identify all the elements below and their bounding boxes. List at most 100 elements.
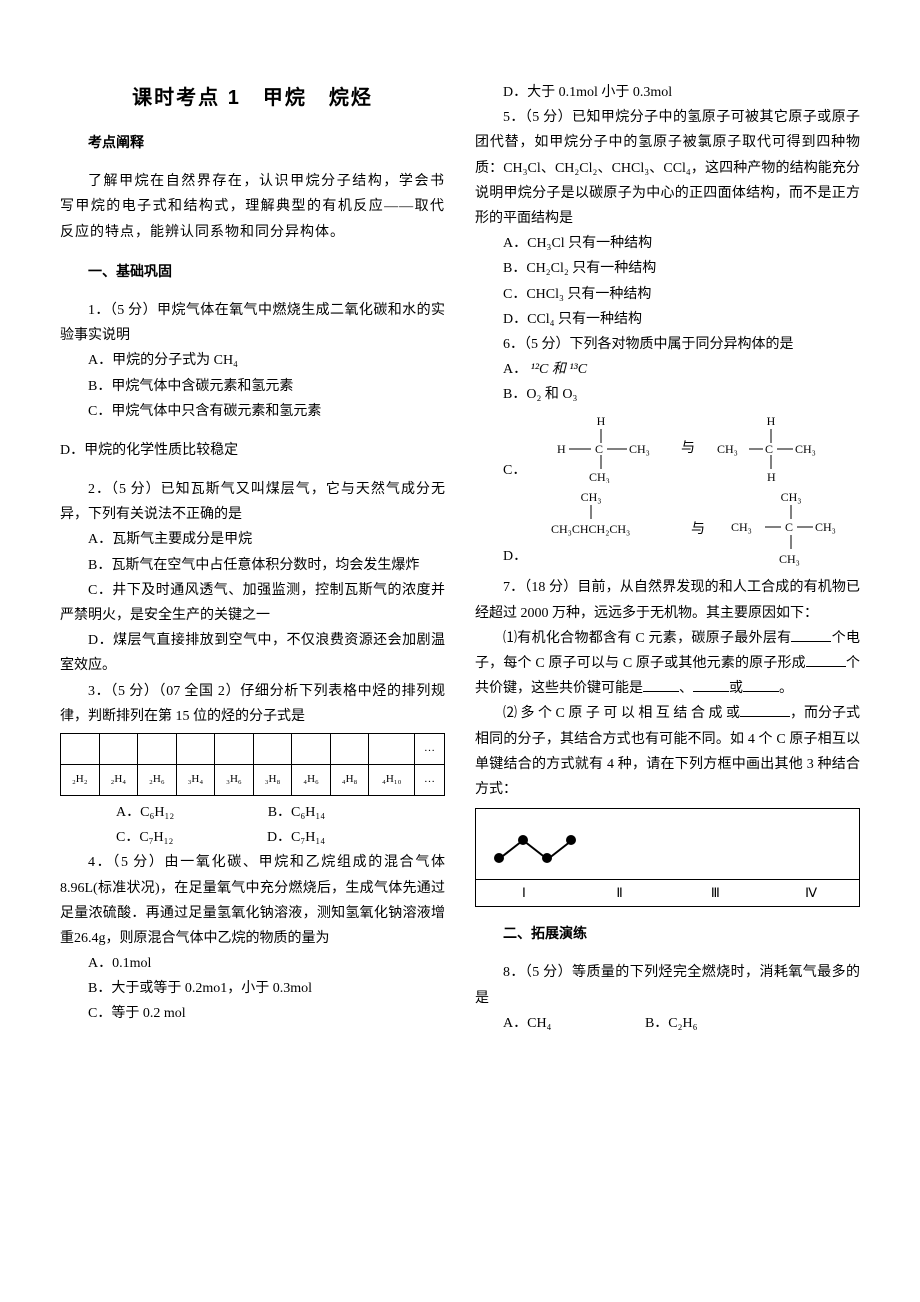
table-row: ₂H₂ ₂H₄ ₂H₆ ₃H₄ ₃H₆ ₃H₈ ₄H₆ ₄H₈ ₄H₁₀ … bbox=[61, 764, 445, 795]
structure-labels-row: Ⅰ Ⅱ Ⅲ Ⅳ bbox=[476, 880, 859, 906]
svg-text:C: C bbox=[595, 442, 603, 456]
svg-text:C: C bbox=[785, 520, 793, 534]
table-cell bbox=[138, 733, 177, 764]
table-cell: ₃H₆ bbox=[215, 764, 254, 795]
q4-option-d: D．大于 0.1mol 小于 0.3mol bbox=[475, 80, 860, 105]
table-cell: ₄H₈ bbox=[330, 764, 369, 795]
q6-option-b: B．O₂ 和 O₃ bbox=[475, 382, 860, 407]
svg-text:H: H bbox=[767, 470, 776, 483]
table-cell: ₂H₄ bbox=[99, 764, 138, 795]
question-8: 8．（5 分）等质量的下列烃完全燃烧时，消耗氧气最多的是 bbox=[475, 960, 860, 1010]
q2-option-a: A．瓦斯气主要成分是甲烷 bbox=[60, 527, 445, 552]
fig-label-4: Ⅳ bbox=[763, 880, 859, 906]
q7-1-text-e: 或 bbox=[729, 681, 743, 696]
structure-c-left: H H C CH₃ CH₃ bbox=[551, 413, 661, 483]
blank bbox=[743, 677, 779, 692]
table-cell bbox=[330, 733, 369, 764]
fig-label-1: Ⅰ bbox=[476, 880, 572, 906]
q6-option-c: C． H H C CH₃ CH₃ 与 H CH₃ C CH₃ bbox=[503, 413, 860, 483]
q4-option-a: A．0.1mol bbox=[60, 951, 445, 976]
q4-option-c: C．等于 0.2 mol bbox=[60, 1001, 445, 1026]
q3-option-b: B．C₆H₁₄ bbox=[268, 805, 325, 820]
q5-option-b: B．CH₂Cl₂ 只有一种结构 bbox=[475, 256, 860, 281]
blank bbox=[693, 677, 729, 692]
structure-d-right: CH₃ CH₃ C CH₃ CH₃ bbox=[725, 489, 845, 569]
yu-label: 与 bbox=[681, 436, 695, 461]
table-cell: ₄H₁₀ bbox=[369, 764, 415, 795]
question-3: 3．（5 分）（07 全国 2）仔细分析下列表格中烃的排列规律，判断排列在第 1… bbox=[60, 679, 445, 729]
blank bbox=[740, 702, 790, 717]
question-6: 6．（5 分）下列各对物质中属于同分异构体的是 bbox=[475, 332, 860, 357]
q5-option-d: D．CCl₄ 只有一种结构 bbox=[475, 307, 860, 332]
q1-option-d: D．甲烷的化学性质比较稳定 bbox=[60, 438, 445, 463]
table-cell bbox=[253, 733, 292, 764]
structure-example-panel bbox=[476, 809, 859, 880]
page: 课时考点 1 甲烷 烷烃 考点阐释 了解甲烷在自然界存在，认识甲烷分子结构，学会… bbox=[0, 0, 920, 1302]
table-cell: … bbox=[415, 764, 445, 795]
q6c-label: C． bbox=[503, 458, 531, 483]
q7-part2: ⑵ 多 个 C 原 子 可 以 相 互 结 合 成 或，而分子式相同的分子，其结… bbox=[475, 701, 860, 802]
blank bbox=[791, 627, 831, 642]
svg-text:H: H bbox=[597, 414, 606, 428]
left-column: 课时考点 1 甲烷 烷烃 考点阐释 了解甲烷在自然界存在，认识甲烷分子结构，学会… bbox=[60, 80, 445, 1262]
table-row: … bbox=[61, 733, 445, 764]
fig-label-2: Ⅱ bbox=[572, 880, 668, 906]
q2-option-d: D．煤层气直接排放到空气中，不仅浪费资源还会加剧温室效应。 bbox=[60, 628, 445, 678]
q2-option-c: C．井下及时通风透气、加强监测，控制瓦斯气的浓度并严禁明火，是安全生产的关键之一 bbox=[60, 578, 445, 628]
svg-text:CH₃: CH₃ bbox=[779, 552, 800, 566]
question-5: 5．（5 分）已知甲烷分子中的氢原子可被其它原子或原子团代替，如甲烷分子中的氢原… bbox=[475, 105, 860, 231]
q6-option-d: D． CH₃ CH₃CHCH₂CH₃ 与 CH₃ CH₃ C CH₃ CH₃ bbox=[503, 489, 860, 569]
question-7: 7．（18 分）目前，从自然界发现的和人工合成的有机物已经超过 2000 万种，… bbox=[475, 575, 860, 625]
q5-option-c: C．CHCl₃ 只有一种结构 bbox=[475, 282, 860, 307]
table-cell: ₄H₆ bbox=[292, 764, 331, 795]
svg-text:CH₃: CH₃ bbox=[795, 442, 816, 456]
q7-1-text-f: 。 bbox=[779, 681, 793, 696]
q8-option-a: A．CH₄ bbox=[503, 1016, 551, 1031]
table-cell bbox=[61, 733, 100, 764]
q5-option-a: A．CH₃Cl 只有一种结构 bbox=[475, 231, 860, 256]
q7-1-text-d: 、 bbox=[679, 681, 693, 696]
q1-option-a: A．甲烷的分子式为 CH₄ bbox=[60, 348, 445, 373]
svg-text:C: C bbox=[765, 442, 773, 456]
q4-option-b: B．大于或等于 0.2mo1，小于 0.3mol bbox=[60, 976, 445, 1001]
q3-options-cd: C．C₇H₁₂ D．C₇H₁₄ bbox=[60, 825, 445, 850]
table-cell: ₂H₆ bbox=[138, 764, 177, 795]
yu-label-2: 与 bbox=[691, 517, 705, 542]
section-tuozhan: 二、拓展演练 bbox=[475, 921, 860, 946]
question-1: 1．（5 分）甲烷气体在氧气中燃烧生成二氧化碳和水的实验事实说明 bbox=[60, 298, 445, 348]
q3-option-d: D．C₇H₁₄ bbox=[267, 830, 325, 845]
table-cell bbox=[99, 733, 138, 764]
svg-text:CH₃CHCH₂CH₃: CH₃CHCH₂CH₃ bbox=[551, 522, 630, 536]
q6a-label: A． bbox=[503, 362, 527, 377]
lesson-title: 课时考点 1 甲烷 烷烃 bbox=[60, 80, 445, 116]
structure-c-right: H CH₃ C CH₃ H bbox=[715, 413, 825, 483]
q3-option-c: C．C₇H₁₂ bbox=[116, 830, 173, 845]
right-column: D．大于 0.1mol 小于 0.3mol 5．（5 分）已知甲烷分子中的氢原子… bbox=[475, 80, 860, 1262]
fig-label-3: Ⅲ bbox=[668, 880, 764, 906]
q2-option-b: B．瓦斯气在空气中占任意体积分数时，均会发生爆炸 bbox=[60, 553, 445, 578]
svg-text:CH₃: CH₃ bbox=[629, 442, 650, 456]
table-cell bbox=[176, 733, 215, 764]
q1-option-b: B．甲烷气体中含碳元素和氢元素 bbox=[60, 374, 445, 399]
q1-option-c: C．甲烷气体中只含有碳元素和氢元素 bbox=[60, 399, 445, 424]
table-cell bbox=[215, 733, 254, 764]
q7-1-text-a: ⑴有机化合物都含有 C 元素，碳原子最外层有 bbox=[503, 631, 791, 646]
question-4: 4．（5 分）由一氧化碳、甲烷和乙烷组成的混合气体 8.96L(标准状况)，在足… bbox=[60, 850, 445, 951]
table-cell: ₃H₄ bbox=[176, 764, 215, 795]
svg-text:CH₃: CH₃ bbox=[589, 470, 610, 483]
table-cell: … bbox=[415, 733, 445, 764]
q8-options-ab: A．CH₄ B．C₂H₆ bbox=[475, 1011, 860, 1036]
svg-text:CH₃: CH₃ bbox=[731, 520, 752, 534]
q3-options-ab: A．C₆H₁₂ B．C₆H₁₄ bbox=[60, 800, 445, 825]
section-jichu: 一、基础巩固 bbox=[60, 259, 445, 284]
section-kaodian: 考点阐释 bbox=[60, 130, 445, 155]
q6-option-a: A． ¹²C 和 ¹³C bbox=[475, 357, 860, 382]
svg-text:CH₃: CH₃ bbox=[581, 490, 602, 504]
svg-text:CH₃: CH₃ bbox=[815, 520, 836, 534]
blank bbox=[643, 677, 679, 692]
svg-text:H: H bbox=[557, 442, 566, 456]
table-cell: ₂H₂ bbox=[61, 764, 100, 795]
svg-text:CH₃: CH₃ bbox=[781, 490, 802, 504]
question-2: 2．（5 分）已知瓦斯气又叫煤层气，它与天然气成分无异，下列有关说法不正确的是 bbox=[60, 477, 445, 527]
q8-option-b: B．C₂H₆ bbox=[645, 1016, 698, 1031]
